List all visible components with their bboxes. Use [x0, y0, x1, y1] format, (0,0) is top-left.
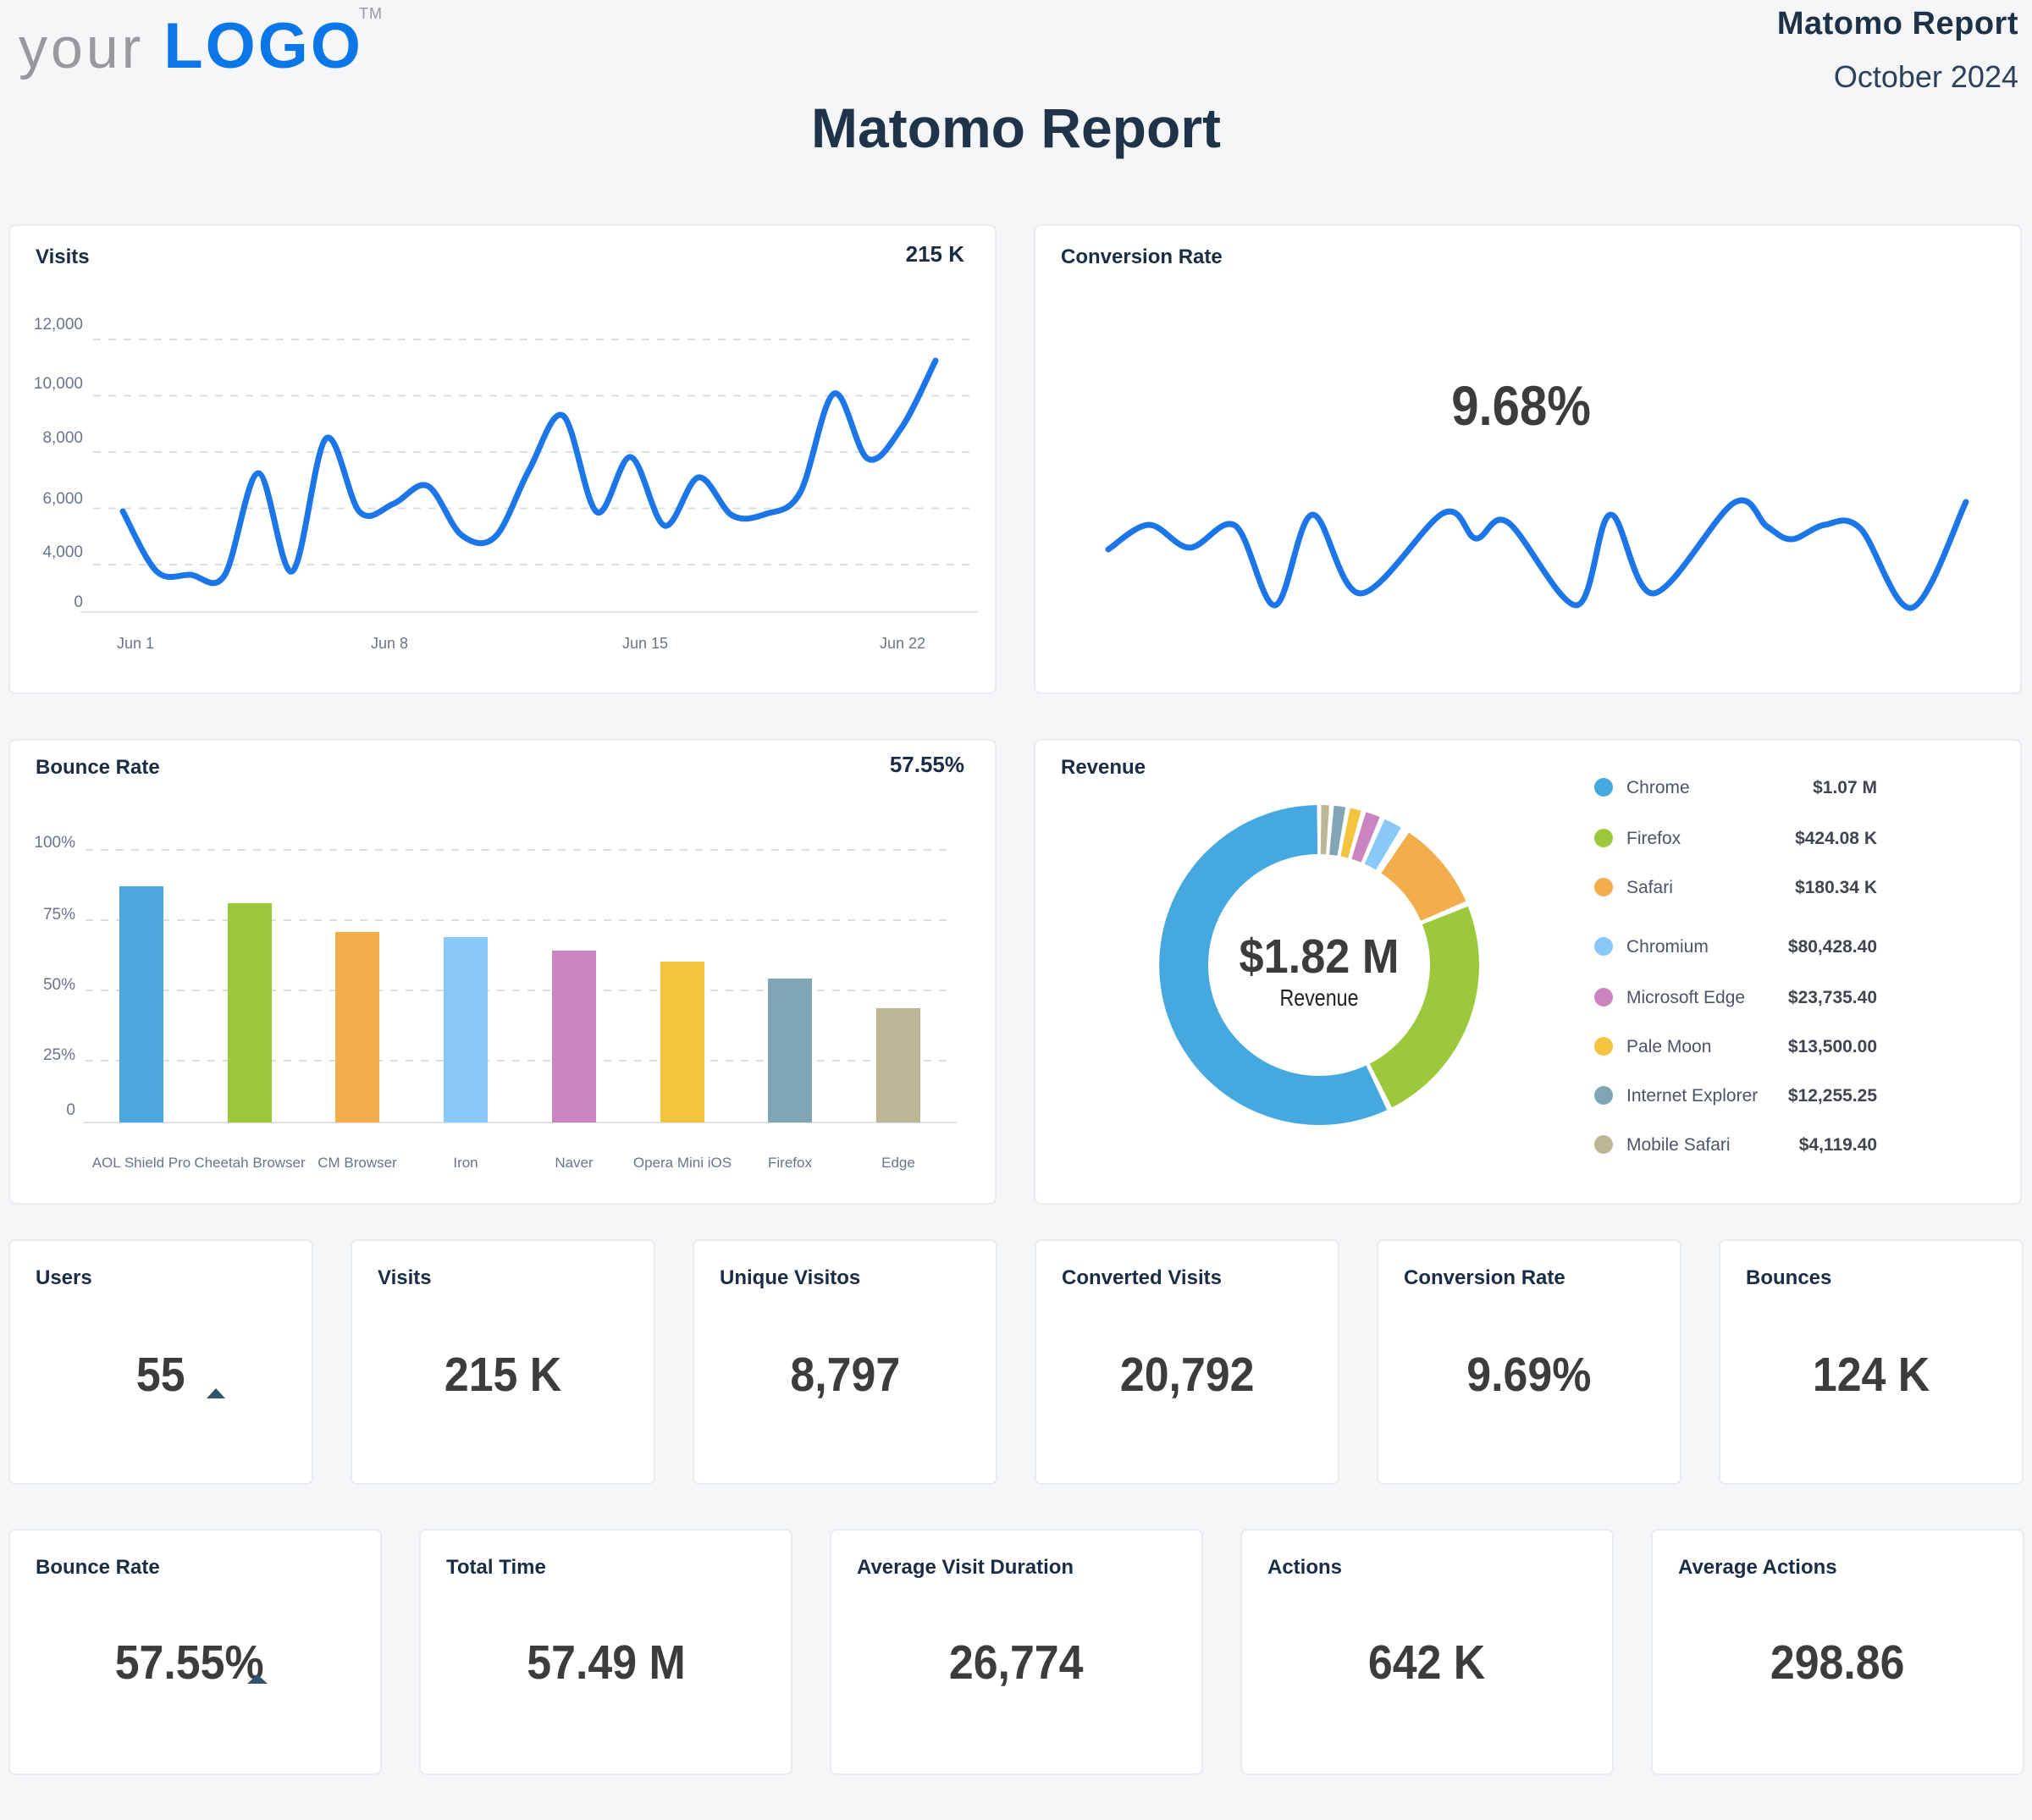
- svg-text:10,000: 10,000: [34, 375, 83, 393]
- svg-text:Opera Mini iOS: Opera Mini iOS: [633, 1155, 732, 1171]
- svg-text:Mobile Safari: Mobile Safari: [1626, 1135, 1731, 1155]
- svg-text:Chromium: Chromium: [1626, 937, 1709, 957]
- svg-text:Microsoft Edge: Microsoft Edge: [1626, 988, 1745, 1007]
- svg-text:$180.34 K: $180.34 K: [1795, 878, 1877, 897]
- svg-text:0: 0: [66, 1101, 75, 1119]
- svg-text:$1.82 M: $1.82 M: [1240, 929, 1400, 984]
- svg-text:Firefox: Firefox: [768, 1155, 812, 1171]
- svg-text:Iron: Iron: [453, 1155, 478, 1171]
- svg-text:6,000: 6,000: [42, 490, 83, 508]
- svg-text:8,000: 8,000: [42, 429, 83, 447]
- svg-text:Internet Explorer: Internet Explorer: [1626, 1086, 1758, 1106]
- svg-text:Jun 1: Jun 1: [117, 635, 154, 652]
- svg-text:50%: 50%: [43, 976, 75, 994]
- svg-text:Cheetah Browser: Cheetah Browser: [194, 1155, 306, 1171]
- svg-text:$12,255.25: $12,255.25: [1788, 1086, 1877, 1106]
- svg-text:Revenue: Revenue: [1280, 984, 1359, 1011]
- svg-text:Chrome: Chrome: [1626, 778, 1690, 797]
- svg-text:75%: 75%: [43, 906, 75, 924]
- svg-text:$80,428.40: $80,428.40: [1788, 937, 1877, 957]
- svg-text:AOL Shield Pro: AOL Shield Pro: [92, 1155, 191, 1171]
- svg-text:CM Browser: CM Browser: [318, 1155, 397, 1171]
- svg-text:4,000: 4,000: [42, 543, 83, 561]
- svg-text:Jun 8: Jun 8: [371, 635, 408, 652]
- svg-text:Jun 22: Jun 22: [880, 635, 925, 652]
- svg-text:$1.07 M: $1.07 M: [1813, 778, 1877, 797]
- svg-text:Jun 15: Jun 15: [622, 635, 668, 652]
- svg-text:$23,735.40: $23,735.40: [1788, 988, 1877, 1007]
- svg-text:12,000: 12,000: [34, 316, 83, 334]
- svg-text:25%: 25%: [43, 1046, 75, 1064]
- svg-text:Edge: Edge: [881, 1155, 915, 1171]
- svg-text:Naver: Naver: [555, 1155, 594, 1171]
- svg-text:0: 0: [74, 593, 83, 611]
- svg-text:Firefox: Firefox: [1626, 829, 1681, 848]
- svg-text:$13,500.00: $13,500.00: [1788, 1037, 1877, 1056]
- svg-text:Safari: Safari: [1626, 878, 1673, 897]
- svg-text:$424.08 K: $424.08 K: [1795, 829, 1877, 848]
- svg-text:100%: 100%: [34, 834, 75, 852]
- svg-text:Pale Moon: Pale Moon: [1626, 1037, 1711, 1056]
- svg-text:$4,119.40: $4,119.40: [1799, 1135, 1877, 1155]
